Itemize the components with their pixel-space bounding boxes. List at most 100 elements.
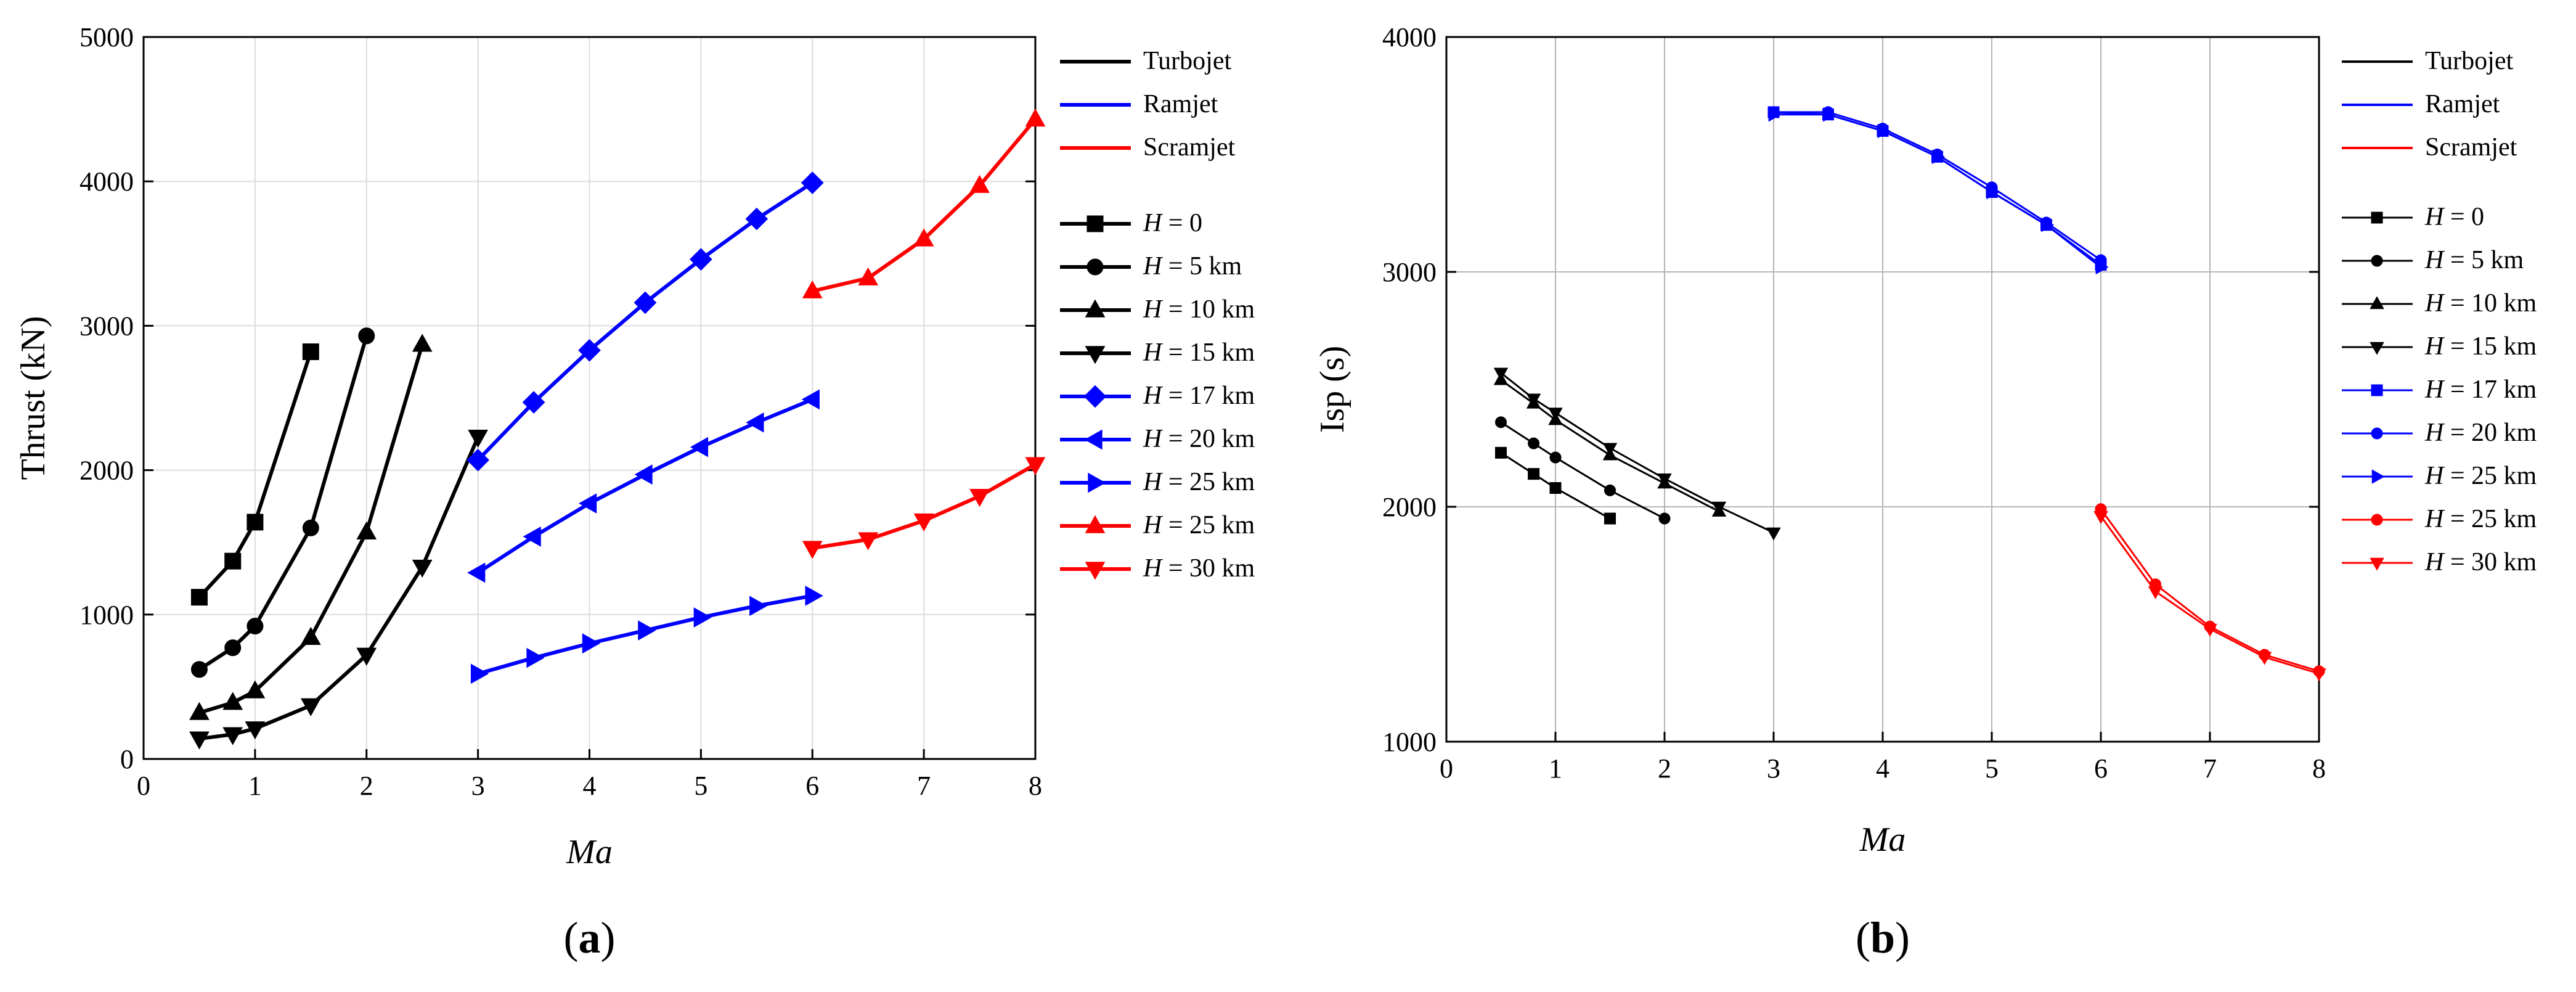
legend-label: Ramjet <box>1143 90 1218 118</box>
y-tick-label: 4000 <box>1382 22 1437 52</box>
legend-label: Scramjet <box>2425 133 2517 162</box>
y-tick-label: 1000 <box>1382 727 1437 757</box>
series-scramjet-h-25-km <box>802 109 1046 298</box>
data-point <box>224 552 242 570</box>
legend-var: H <box>1143 382 1164 410</box>
data-point <box>1766 527 1781 541</box>
data-point <box>467 448 489 472</box>
legend-label: H = 30 km <box>1143 554 1255 583</box>
data-point <box>1658 512 1671 525</box>
legend-rest: = 5 km <box>1162 252 1242 281</box>
data-point <box>2095 260 2109 275</box>
legend-var: H <box>1143 252 1164 281</box>
data-point <box>302 343 319 361</box>
panel-caption: (a) <box>564 913 616 962</box>
legend-label: H = 25 km <box>2424 462 2537 490</box>
data-point <box>300 626 321 645</box>
data-point <box>2257 652 2272 665</box>
legend-var: H <box>2424 548 2445 576</box>
panel-caption-letter: b <box>1870 913 1895 962</box>
data-point <box>693 607 712 628</box>
data-point <box>302 519 319 536</box>
legend-label: H = 10 km <box>2424 289 2537 318</box>
data-point <box>634 291 657 314</box>
x-tick-label: 8 <box>1029 771 1042 801</box>
data-point <box>247 514 264 531</box>
data-point <box>969 174 990 193</box>
x-tick-label: 5 <box>1985 753 1999 784</box>
data-point <box>1528 437 1540 449</box>
data-point <box>470 663 489 684</box>
x-tick-label: 0 <box>1440 753 1453 784</box>
legend-rest: = 30 km <box>1162 554 1255 583</box>
series-line <box>1774 111 2101 261</box>
y-axis-label: Thrust (kN) <box>14 316 52 480</box>
data-point <box>749 596 768 617</box>
series-scramjet-h-30-km <box>2093 510 2326 682</box>
data-point <box>1932 149 1946 165</box>
data-point <box>913 513 934 532</box>
x-tick-label: 7 <box>2203 753 2217 784</box>
legend-label: H = 25 km <box>1143 468 1255 496</box>
data-point <box>1549 482 1562 494</box>
series-ramjet-h-20-km <box>467 389 820 583</box>
data-point <box>1548 408 1563 421</box>
legend-label: Scramjet <box>1143 133 1236 162</box>
data-point <box>467 562 486 583</box>
data-point <box>245 680 266 699</box>
legend-marker <box>2371 427 2383 440</box>
data-point <box>802 541 823 559</box>
panel-caption-letter: a <box>579 913 601 962</box>
legend-label: H = 0 <box>2424 203 2484 231</box>
data-point <box>1528 468 1540 480</box>
series-ramjet-h-20-km <box>1767 106 2107 266</box>
gridlines <box>1446 36 2320 742</box>
legend-marker <box>2370 296 2384 309</box>
data-point <box>190 661 208 678</box>
panel-caption-close: ) <box>1895 913 1910 962</box>
data-point <box>189 731 210 750</box>
series-line <box>1774 113 2101 268</box>
series-line <box>1500 452 1611 520</box>
legend-var: H <box>2424 419 2445 447</box>
data-point <box>190 589 208 606</box>
legend-rest: = 17 km <box>1162 382 1255 410</box>
data-point <box>801 389 820 410</box>
legend-marker <box>2371 514 2383 526</box>
y-axis: 1000 2000 3000 4000 <box>1382 22 2319 757</box>
legend-rest: = 10 km <box>2444 289 2537 318</box>
data-point <box>247 618 264 635</box>
data-point <box>1986 184 2000 200</box>
series-line <box>198 351 313 599</box>
data-point <box>969 489 990 507</box>
data-point <box>801 171 824 194</box>
data-point <box>1495 416 1507 428</box>
legend-marker <box>2371 255 2383 267</box>
series-ramjet-h-17-km <box>1767 106 2107 271</box>
data-point <box>300 698 321 716</box>
data-point <box>1549 451 1562 464</box>
series-ramjet-h-25-km <box>470 585 823 684</box>
legend-marker <box>1086 258 1104 276</box>
series-turbojet-h-0 <box>190 343 319 606</box>
data-point <box>189 702 210 720</box>
data-point <box>468 430 488 448</box>
legend-label: H = 20 km <box>2424 419 2537 447</box>
data-point <box>412 559 433 578</box>
panel-caption-close: ) <box>601 913 616 962</box>
legend-marker <box>1086 215 1104 232</box>
data-point <box>1602 443 1618 456</box>
legend-label: H = 25 km <box>2424 505 2537 533</box>
series-turbojet-h-15-km <box>189 430 488 750</box>
legend-var: H <box>1143 468 1164 496</box>
legend-label: H = 20 km <box>1143 425 1255 453</box>
legend-marker <box>1085 562 1106 580</box>
y-tick-label: 3000 <box>79 311 134 341</box>
data-point <box>1823 107 1836 122</box>
y-tick-label: 2000 <box>79 456 134 486</box>
data-point <box>638 620 656 641</box>
series-line <box>1500 372 1774 534</box>
